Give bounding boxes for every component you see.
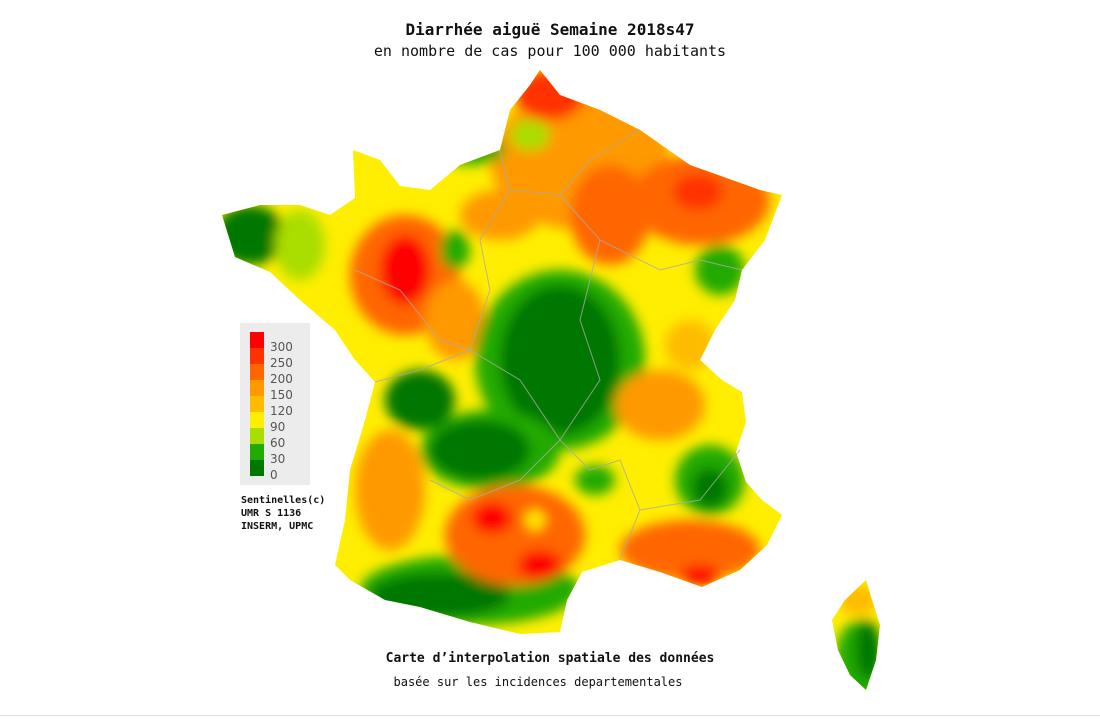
legend-swatch <box>250 380 264 396</box>
region-borders <box>354 129 743 561</box>
legend-label: 120 <box>270 404 293 418</box>
credit-line: INSERM, UPMC <box>241 521 314 532</box>
map-subtitle: en nombre de cas pour 100 000 habitants <box>373 42 727 60</box>
footer-subtitle: basée sur les incidences departementales <box>393 675 683 689</box>
color-legend: 300 250 200 150 120 90 60 30 0 <box>240 323 310 485</box>
map-title: Diarrhée aiguë Semaine 2018s47 <box>405 20 695 39</box>
legend-label: 250 <box>270 356 293 370</box>
legend-swatch <box>250 348 264 364</box>
legend-label: 200 <box>270 372 293 386</box>
legend-swatch <box>250 412 264 428</box>
legend-label: 300 <box>270 340 293 354</box>
legend-swatch <box>250 428 264 444</box>
legend-swatch <box>250 364 264 380</box>
credit-line: UMR S 1136 <box>241 508 302 519</box>
credit-line: Sentinelles(c) <box>241 495 326 506</box>
legend-label: 30 <box>270 452 286 466</box>
legend-label: 60 <box>270 436 286 450</box>
legend-label: 0 <box>270 468 278 482</box>
credit: Sentinelles(c) UMR S 1136 INSERM, UPMC <box>241 494 325 533</box>
legend-swatch <box>250 460 264 476</box>
legend-label: 90 <box>270 420 286 434</box>
divider <box>0 715 1100 716</box>
footer-title: Carte d’interpolation spatiale des donné… <box>385 651 715 666</box>
legend-swatch <box>250 444 264 460</box>
legend-swatch <box>250 396 264 412</box>
legend-label: 150 <box>270 388 293 402</box>
legend-swatch <box>250 332 264 348</box>
